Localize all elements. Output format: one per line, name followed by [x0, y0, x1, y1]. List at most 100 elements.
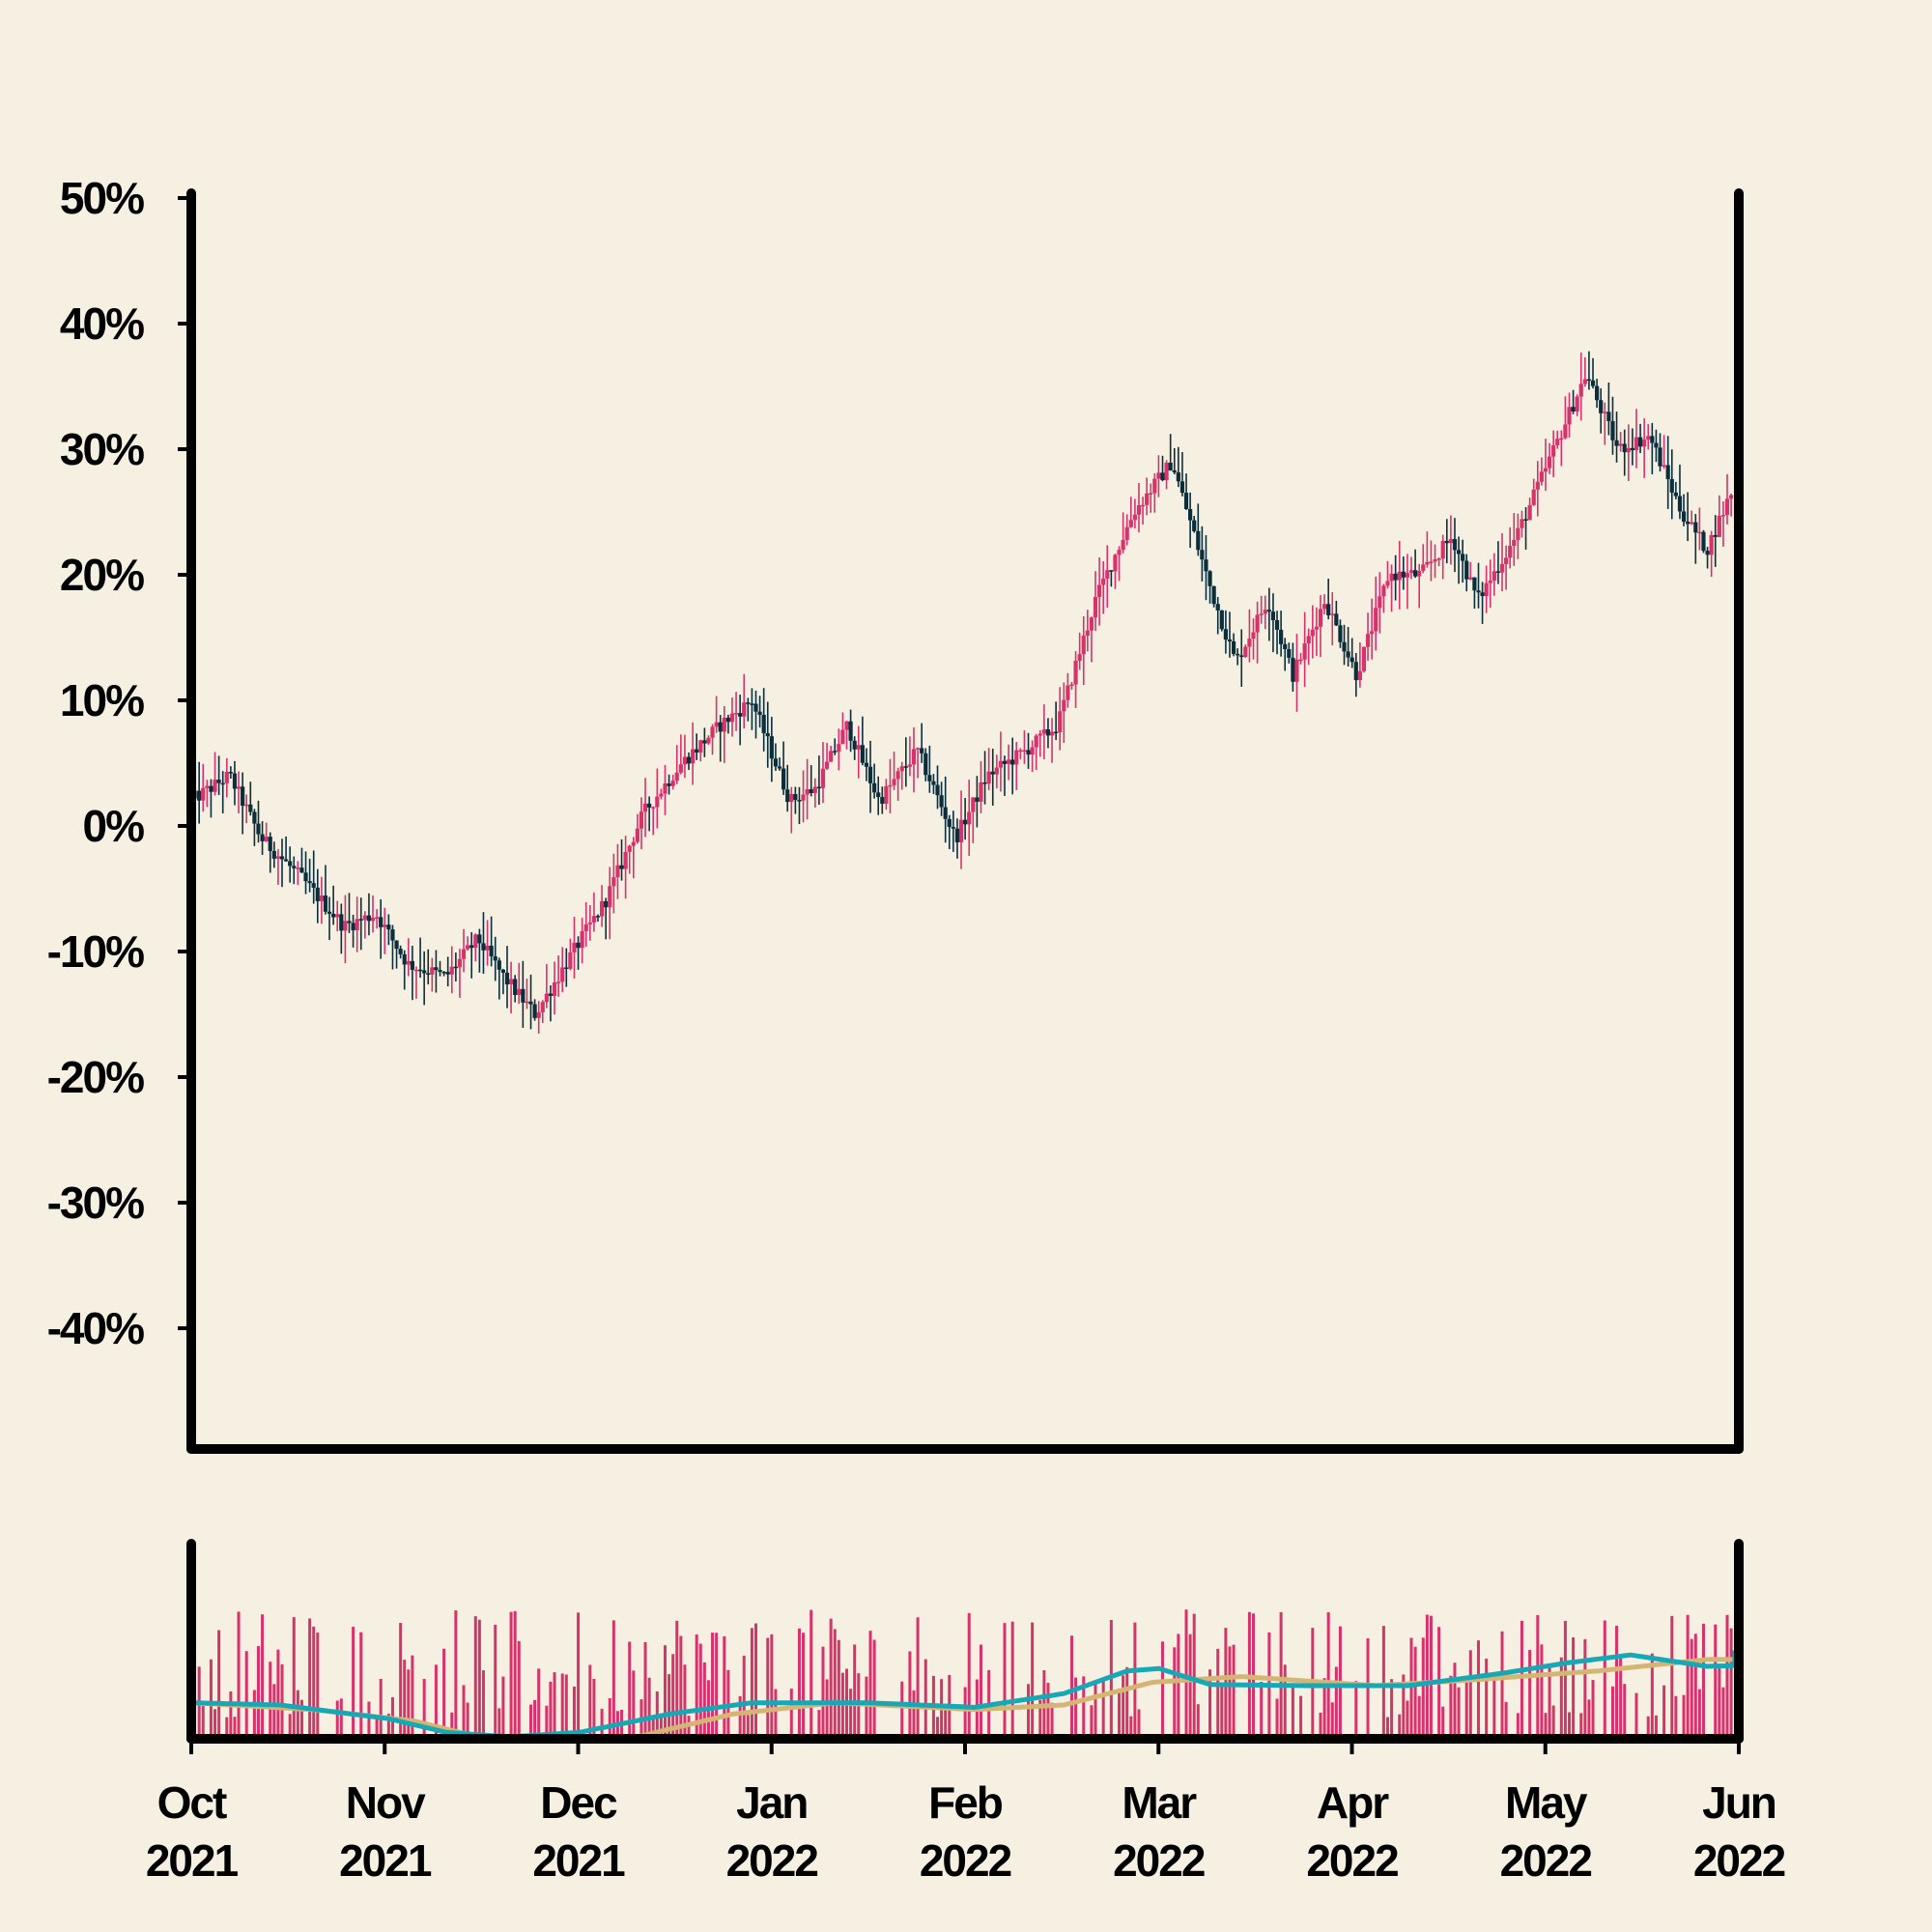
candle-body — [718, 722, 723, 732]
volume-bar — [1050, 1702, 1054, 1737]
candle-body — [292, 866, 297, 868]
candle-body — [876, 792, 881, 798]
volume-bar — [1046, 1683, 1050, 1737]
candle-body — [1353, 662, 1358, 681]
candle-body — [627, 845, 632, 852]
volume-bar — [1184, 1609, 1188, 1737]
x-tick-year: 2022 — [1113, 1835, 1205, 1886]
x-tick-month: Jan — [736, 1777, 807, 1828]
volume-bar — [715, 1633, 719, 1737]
candle-body — [1093, 597, 1098, 618]
candle-body — [422, 970, 427, 974]
x-tick-year: 2022 — [920, 1835, 1011, 1886]
candle-body — [1183, 493, 1189, 510]
candle-body — [1321, 604, 1327, 610]
candle-body — [860, 745, 865, 763]
volume-bar — [553, 1672, 556, 1737]
volume-bar — [1504, 1701, 1508, 1737]
volume-bar — [379, 1678, 383, 1737]
candle-body — [1724, 498, 1730, 516]
volume-bar — [1247, 1611, 1251, 1737]
candle-body — [1499, 563, 1505, 573]
candle-body — [299, 867, 304, 873]
candle-body — [1495, 571, 1501, 573]
candle-body — [750, 703, 754, 705]
volume-bar — [375, 1716, 379, 1737]
candle-body — [1350, 657, 1354, 663]
candle-body — [1662, 465, 1666, 468]
candle-body — [370, 918, 376, 922]
candle-body — [872, 782, 877, 793]
volume-bar — [675, 1620, 679, 1737]
candle-body — [1097, 584, 1102, 598]
volume-bar — [1453, 1662, 1457, 1737]
candle-body — [824, 761, 830, 769]
candle-body — [911, 749, 917, 765]
y-tick-label: 0% — [83, 801, 145, 851]
x-tick-month: Feb — [928, 1777, 1003, 1828]
candle-body — [1464, 560, 1469, 580]
candle-body — [1136, 505, 1142, 515]
x-tick-month: Oct — [157, 1777, 227, 1828]
candle-body — [386, 924, 391, 930]
candle-body — [1204, 559, 1208, 572]
volume-bar — [1587, 1699, 1591, 1737]
x-tick-month: Nov — [346, 1777, 426, 1828]
candle-body — [1306, 636, 1311, 644]
y-tick-label: 40% — [60, 298, 144, 349]
candles-group — [188, 351, 1734, 1034]
volume-bar — [1468, 1650, 1472, 1737]
x-tick-month: May — [1505, 1777, 1588, 1828]
candle-body — [1279, 629, 1284, 644]
candle-body — [619, 865, 624, 869]
candle-body — [417, 969, 423, 972]
candle-body — [1089, 617, 1094, 631]
candle-body — [1188, 509, 1193, 521]
volume-bar — [912, 1690, 916, 1737]
candle-body — [1049, 731, 1055, 736]
volume-bar — [1003, 1623, 1007, 1737]
volume-bar — [668, 1674, 671, 1737]
candle-body — [1085, 630, 1090, 637]
candle-body — [1065, 685, 1070, 700]
candle-body — [296, 867, 300, 869]
volume-bar — [1228, 1646, 1232, 1737]
candle-body — [1270, 611, 1276, 621]
volume-bar — [683, 1664, 687, 1737]
candle-body — [398, 949, 403, 954]
volume-bar — [1082, 1676, 1086, 1737]
volume-bar — [1516, 1713, 1520, 1737]
candle-body — [793, 794, 798, 801]
candle-body — [548, 993, 554, 996]
price-y-axis: 50% 40% 30% 20% 10% 0% -10% -20% -30% -40% — [47, 173, 191, 1353]
volume-bar — [1406, 1700, 1409, 1737]
candle-body — [1492, 571, 1496, 582]
candle-body — [1219, 610, 1224, 630]
candle-body — [1002, 760, 1008, 764]
candle-body — [197, 790, 202, 801]
candle-body — [765, 733, 770, 737]
candle-body — [1508, 546, 1513, 558]
volume-bar — [454, 1610, 458, 1737]
volume-bar — [651, 1717, 655, 1737]
candle-body — [1586, 379, 1592, 382]
volume-bar — [1476, 1640, 1480, 1737]
candle-body — [1543, 468, 1548, 472]
volume-bar — [517, 1640, 521, 1737]
candle-body — [812, 786, 817, 793]
volume-bar — [1232, 1644, 1236, 1737]
volume-bar — [403, 1660, 407, 1737]
candle-body — [1287, 649, 1292, 658]
candle-body — [1006, 759, 1011, 764]
volume-bar — [1693, 1634, 1697, 1737]
volume-bar — [643, 1641, 647, 1737]
volume-bar — [1220, 1683, 1224, 1737]
candle-body — [1535, 481, 1540, 490]
volume-bar — [509, 1611, 513, 1737]
volume-bar — [1069, 1635, 1073, 1737]
candle-body — [1480, 592, 1485, 597]
volume-bar — [1283, 1664, 1287, 1737]
candle-body — [315, 887, 320, 901]
candle-body — [706, 737, 711, 744]
x-tick-month: Mar — [1122, 1777, 1197, 1828]
